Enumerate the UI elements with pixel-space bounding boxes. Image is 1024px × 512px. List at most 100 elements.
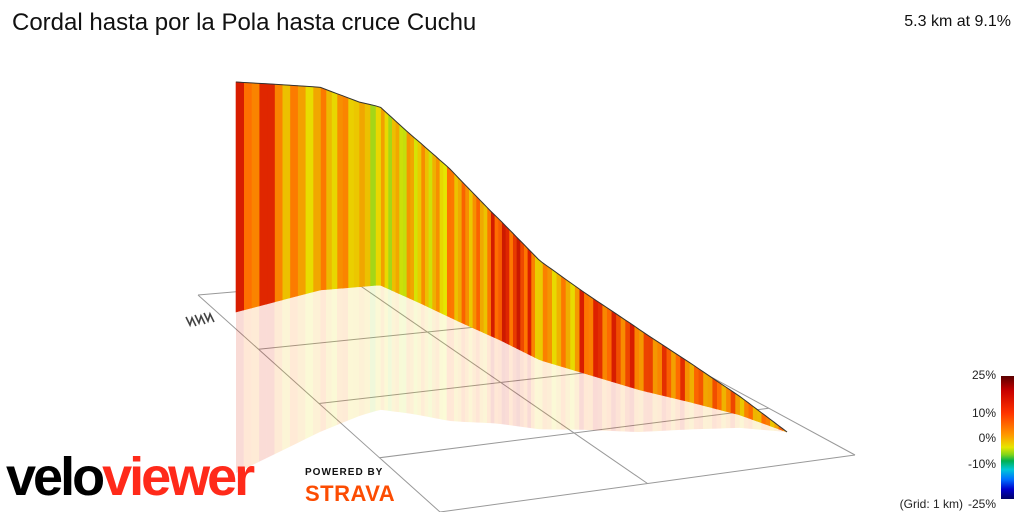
reflection-segment xyxy=(583,373,589,431)
profile-segment xyxy=(420,142,425,306)
reflection-segment xyxy=(684,400,690,430)
reflection-segment xyxy=(289,295,298,447)
reflection-segment xyxy=(320,289,326,432)
profile-segment xyxy=(638,328,644,392)
reflection-segment xyxy=(337,288,343,426)
reflection-segment xyxy=(512,346,517,427)
gradient-label-10: 10% xyxy=(971,406,996,420)
profile-top-line xyxy=(235,81,788,433)
reflection-segment xyxy=(560,366,566,430)
profile-segment xyxy=(597,300,603,380)
profile-segment xyxy=(679,355,685,402)
profile-segment xyxy=(274,83,283,303)
reflection-segment xyxy=(391,290,396,412)
profile-segment xyxy=(720,383,727,412)
profile-segment xyxy=(592,297,598,378)
profile-segment xyxy=(258,83,268,307)
profile-segment xyxy=(546,265,552,364)
profile-segment xyxy=(442,162,447,317)
reflection-segment xyxy=(602,378,607,431)
reflection-segment xyxy=(647,391,653,432)
reflection-segment xyxy=(501,340,506,425)
reflection-segment xyxy=(542,360,548,430)
profile-segment xyxy=(684,358,690,403)
profile-segment xyxy=(453,172,458,322)
gradient-label-minus10: -10% xyxy=(967,457,996,471)
reflection-segment xyxy=(435,310,440,420)
profile-segment xyxy=(364,102,371,287)
profile-segment xyxy=(530,250,535,358)
profile-segment xyxy=(560,275,566,369)
reflection-segment xyxy=(406,296,410,414)
profile-segment xyxy=(565,278,571,370)
reflection-segment xyxy=(643,390,648,432)
veloviewer-logo[interactable]: veloviewer xyxy=(6,450,255,504)
profile-segment xyxy=(409,133,414,301)
profile-segment xyxy=(446,165,451,318)
profile-segment xyxy=(734,392,740,416)
profile-segment xyxy=(610,309,617,384)
profile-segment xyxy=(331,91,338,290)
profile-segment xyxy=(523,243,528,355)
reflection-segment xyxy=(243,307,252,470)
profile-segment xyxy=(439,158,444,315)
reflection-segment xyxy=(468,325,473,423)
reflection-segment xyxy=(534,357,539,430)
reflection-segment xyxy=(402,295,407,414)
reflection-segment xyxy=(743,416,749,429)
reflection-segment xyxy=(395,291,399,413)
reflection-segment xyxy=(570,369,575,430)
reflection-segment xyxy=(375,285,381,412)
profile-segment xyxy=(417,139,422,304)
profile-segment xyxy=(505,224,510,345)
reflection-segment xyxy=(384,286,388,411)
profile-segment xyxy=(475,195,480,332)
profile-segment xyxy=(730,389,736,415)
profile-segment xyxy=(601,303,607,381)
profile-segment xyxy=(398,123,403,296)
gradient-label-0: 0% xyxy=(978,431,996,445)
reflection-segment xyxy=(413,300,418,415)
profile-segment xyxy=(235,81,244,313)
profile-segment xyxy=(512,232,517,349)
profile-segment xyxy=(551,268,557,366)
profile-segment xyxy=(656,340,662,396)
reflection-segment xyxy=(454,319,458,422)
strava-logo[interactable]: STRAVA xyxy=(305,481,396,506)
reflection-segment xyxy=(551,363,557,430)
reflection-segment xyxy=(712,407,717,429)
reflection-segment xyxy=(730,412,735,429)
profile-segment xyxy=(486,206,491,337)
grid-note: (Grid: 1 km) xyxy=(899,497,963,511)
profile-segment xyxy=(725,386,731,413)
profile-segment xyxy=(652,337,658,395)
reflection-segment xyxy=(443,313,447,421)
reflection-segment xyxy=(326,289,332,430)
profile-segment xyxy=(336,93,343,289)
profile-segment xyxy=(538,258,543,362)
reflection-segment xyxy=(380,285,385,411)
profile-segment xyxy=(578,288,585,374)
profile-segment xyxy=(633,325,640,391)
reflection-segment xyxy=(592,375,598,431)
profile-segment xyxy=(542,262,548,363)
reflection-segment xyxy=(538,359,543,430)
profile-segment xyxy=(629,322,635,389)
profile-segment xyxy=(406,130,411,299)
reflection-segment xyxy=(236,309,244,473)
gradient-scale-bar xyxy=(1001,376,1014,499)
reflection-segment xyxy=(752,419,757,430)
reflection-segment xyxy=(761,422,766,431)
profile-segment xyxy=(519,239,524,353)
profile-segment xyxy=(428,149,433,310)
profile-segment xyxy=(266,83,275,305)
reflection-segment xyxy=(305,291,313,440)
profile-segment xyxy=(588,294,594,377)
reflection-segment xyxy=(748,417,753,430)
reflection-segment xyxy=(693,402,699,430)
profile-segment xyxy=(647,334,653,394)
profile-segment xyxy=(431,152,436,311)
reflection-segment xyxy=(765,424,770,431)
profile-segment xyxy=(534,254,539,360)
reflection-segment xyxy=(774,427,779,432)
